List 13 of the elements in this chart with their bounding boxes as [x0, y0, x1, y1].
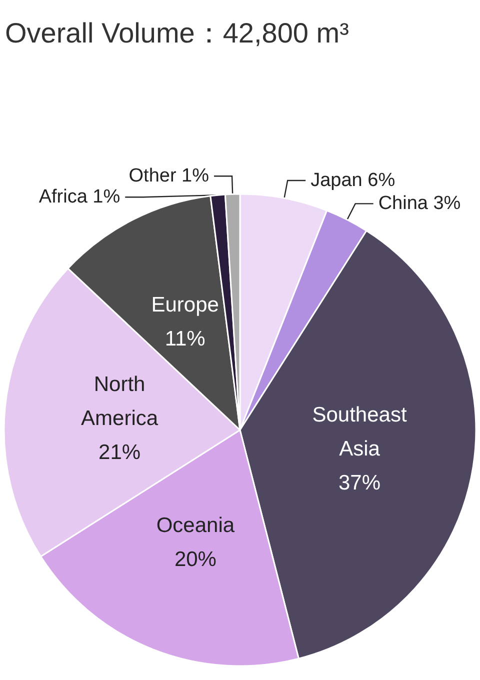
slice-label: Oceania — [156, 514, 235, 538]
slice-label: Other 1% — [128, 166, 210, 187]
slice-label: China 3% — [378, 193, 461, 214]
data-label: 11% — [164, 328, 206, 351]
slice-label: Africa 1% — [38, 186, 120, 208]
chart-title: Overall Volume：42,800 m³ — [5, 18, 349, 48]
data-label: 37% — [338, 471, 381, 494]
slice-label: Europe — [151, 294, 219, 317]
slice-label: Japan 6% — [310, 170, 396, 191]
slice-label: Southeast Asia — [312, 403, 407, 460]
data-label: 21% — [98, 441, 141, 464]
data-label: 20% — [174, 548, 216, 572]
slice-label: North America — [81, 373, 158, 430]
